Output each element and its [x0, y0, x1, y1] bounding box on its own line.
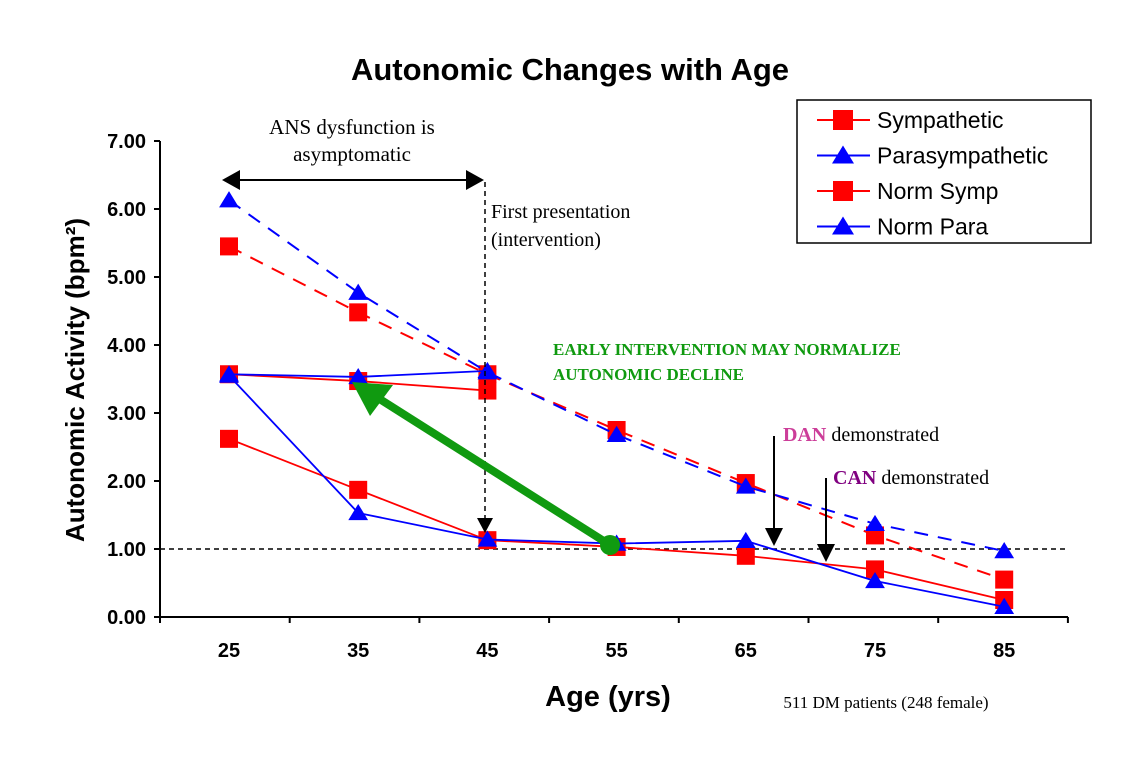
y-tick-label: 3.00 [107, 403, 146, 425]
x-tick-label: 45 [476, 640, 498, 662]
can-arrowhead [817, 544, 835, 562]
can-demonstrated: demonstrated [881, 467, 989, 489]
data-point [220, 429, 238, 448]
data-point [348, 367, 369, 385]
chart-title: Autonomic Changes with Age [351, 52, 789, 87]
x-tick-label: 55 [605, 640, 627, 662]
legend-label: Norm Para [877, 214, 988, 240]
data-point [865, 514, 885, 532]
first-presentation-text-2: (intervention) [491, 229, 601, 251]
data-point [348, 283, 369, 300]
data-point [994, 597, 1015, 614]
y-tick-label: 7.00 [107, 131, 146, 153]
data-point [866, 560, 884, 579]
y-tick-label: 5.00 [107, 267, 146, 289]
data-point [219, 191, 239, 208]
series-line [228, 438, 1005, 601]
data-point [349, 303, 368, 322]
data-point [348, 503, 369, 521]
x-axis-label: Age (yrs) [545, 681, 671, 713]
data-point [995, 570, 1014, 589]
x-tick-label: 85 [993, 640, 1015, 662]
data-point [606, 425, 627, 442]
x-tick-label: 35 [347, 640, 369, 662]
legend-swatch-marker [832, 216, 854, 235]
data-point [865, 571, 885, 589]
series-parasympathetic [219, 366, 1015, 614]
first-presentation-arrowhead [477, 518, 493, 533]
early-intervention-text-2: AUTONOMIC DECLINE [553, 365, 744, 384]
dan-label: DAN [783, 424, 827, 446]
footnote: 511 DM patients (248 female) [783, 693, 988, 712]
can-annotation: CAN demonstrated [833, 467, 989, 489]
early-intervention-text-1: EARLY INTERVENTION MAY NORMALIZE [553, 340, 901, 359]
data-point [735, 531, 756, 549]
series-sympathetic [220, 429, 1014, 609]
intervention-arrow [375, 394, 613, 549]
can-label: CAN [833, 467, 877, 489]
legend: Sympathetic Parasympathetic Norm Symp Norm … [796, 99, 1092, 244]
x-tick-label: 75 [864, 640, 886, 662]
series-intervention-5 [219, 361, 498, 385]
legend-swatch-marker [833, 110, 853, 130]
dan-annotation: DAN demonstrated [783, 424, 939, 446]
data-point [736, 546, 755, 565]
y-tick-label: 2.00 [107, 471, 146, 493]
data-point [219, 366, 239, 383]
data-point [994, 542, 1015, 559]
data-point [477, 361, 498, 379]
y-tick-label: 6.00 [107, 199, 146, 221]
arrowhead-right [466, 170, 484, 190]
data-point [220, 237, 238, 256]
asymptomatic-text-1: ANS dysfunction is [269, 115, 435, 139]
legend-label: Sympathetic [877, 107, 1004, 133]
asymptomatic-text-2: asymptomatic [293, 142, 411, 166]
intervention-point [600, 535, 620, 555]
legend-label: Norm Symp [877, 178, 998, 204]
y-tick-label: 0.00 [107, 607, 146, 629]
first-presentation-text-1: First presentation [491, 201, 630, 223]
legend-swatch-marker [832, 145, 854, 164]
legend-label: Parasympathetic [877, 143, 1048, 169]
y-tick-label: 1.00 [107, 539, 146, 561]
dan-arrowhead [765, 528, 783, 546]
y-tick-label: 4.00 [107, 335, 146, 357]
legend-swatch-marker [833, 181, 853, 201]
data-point [477, 530, 498, 547]
data-point [478, 381, 497, 400]
y-axis-label: Autonomic Activity (bpm²) [60, 218, 90, 542]
data-point [349, 480, 368, 499]
x-tick-label: 25 [218, 640, 240, 662]
dan-demonstrated: demonstrated [831, 424, 939, 446]
series-line [228, 245, 1005, 581]
data-point [735, 477, 756, 494]
arrowhead-left [222, 170, 240, 190]
intervention-arrowhead [352, 382, 393, 416]
x-tick-label: 65 [735, 640, 757, 662]
